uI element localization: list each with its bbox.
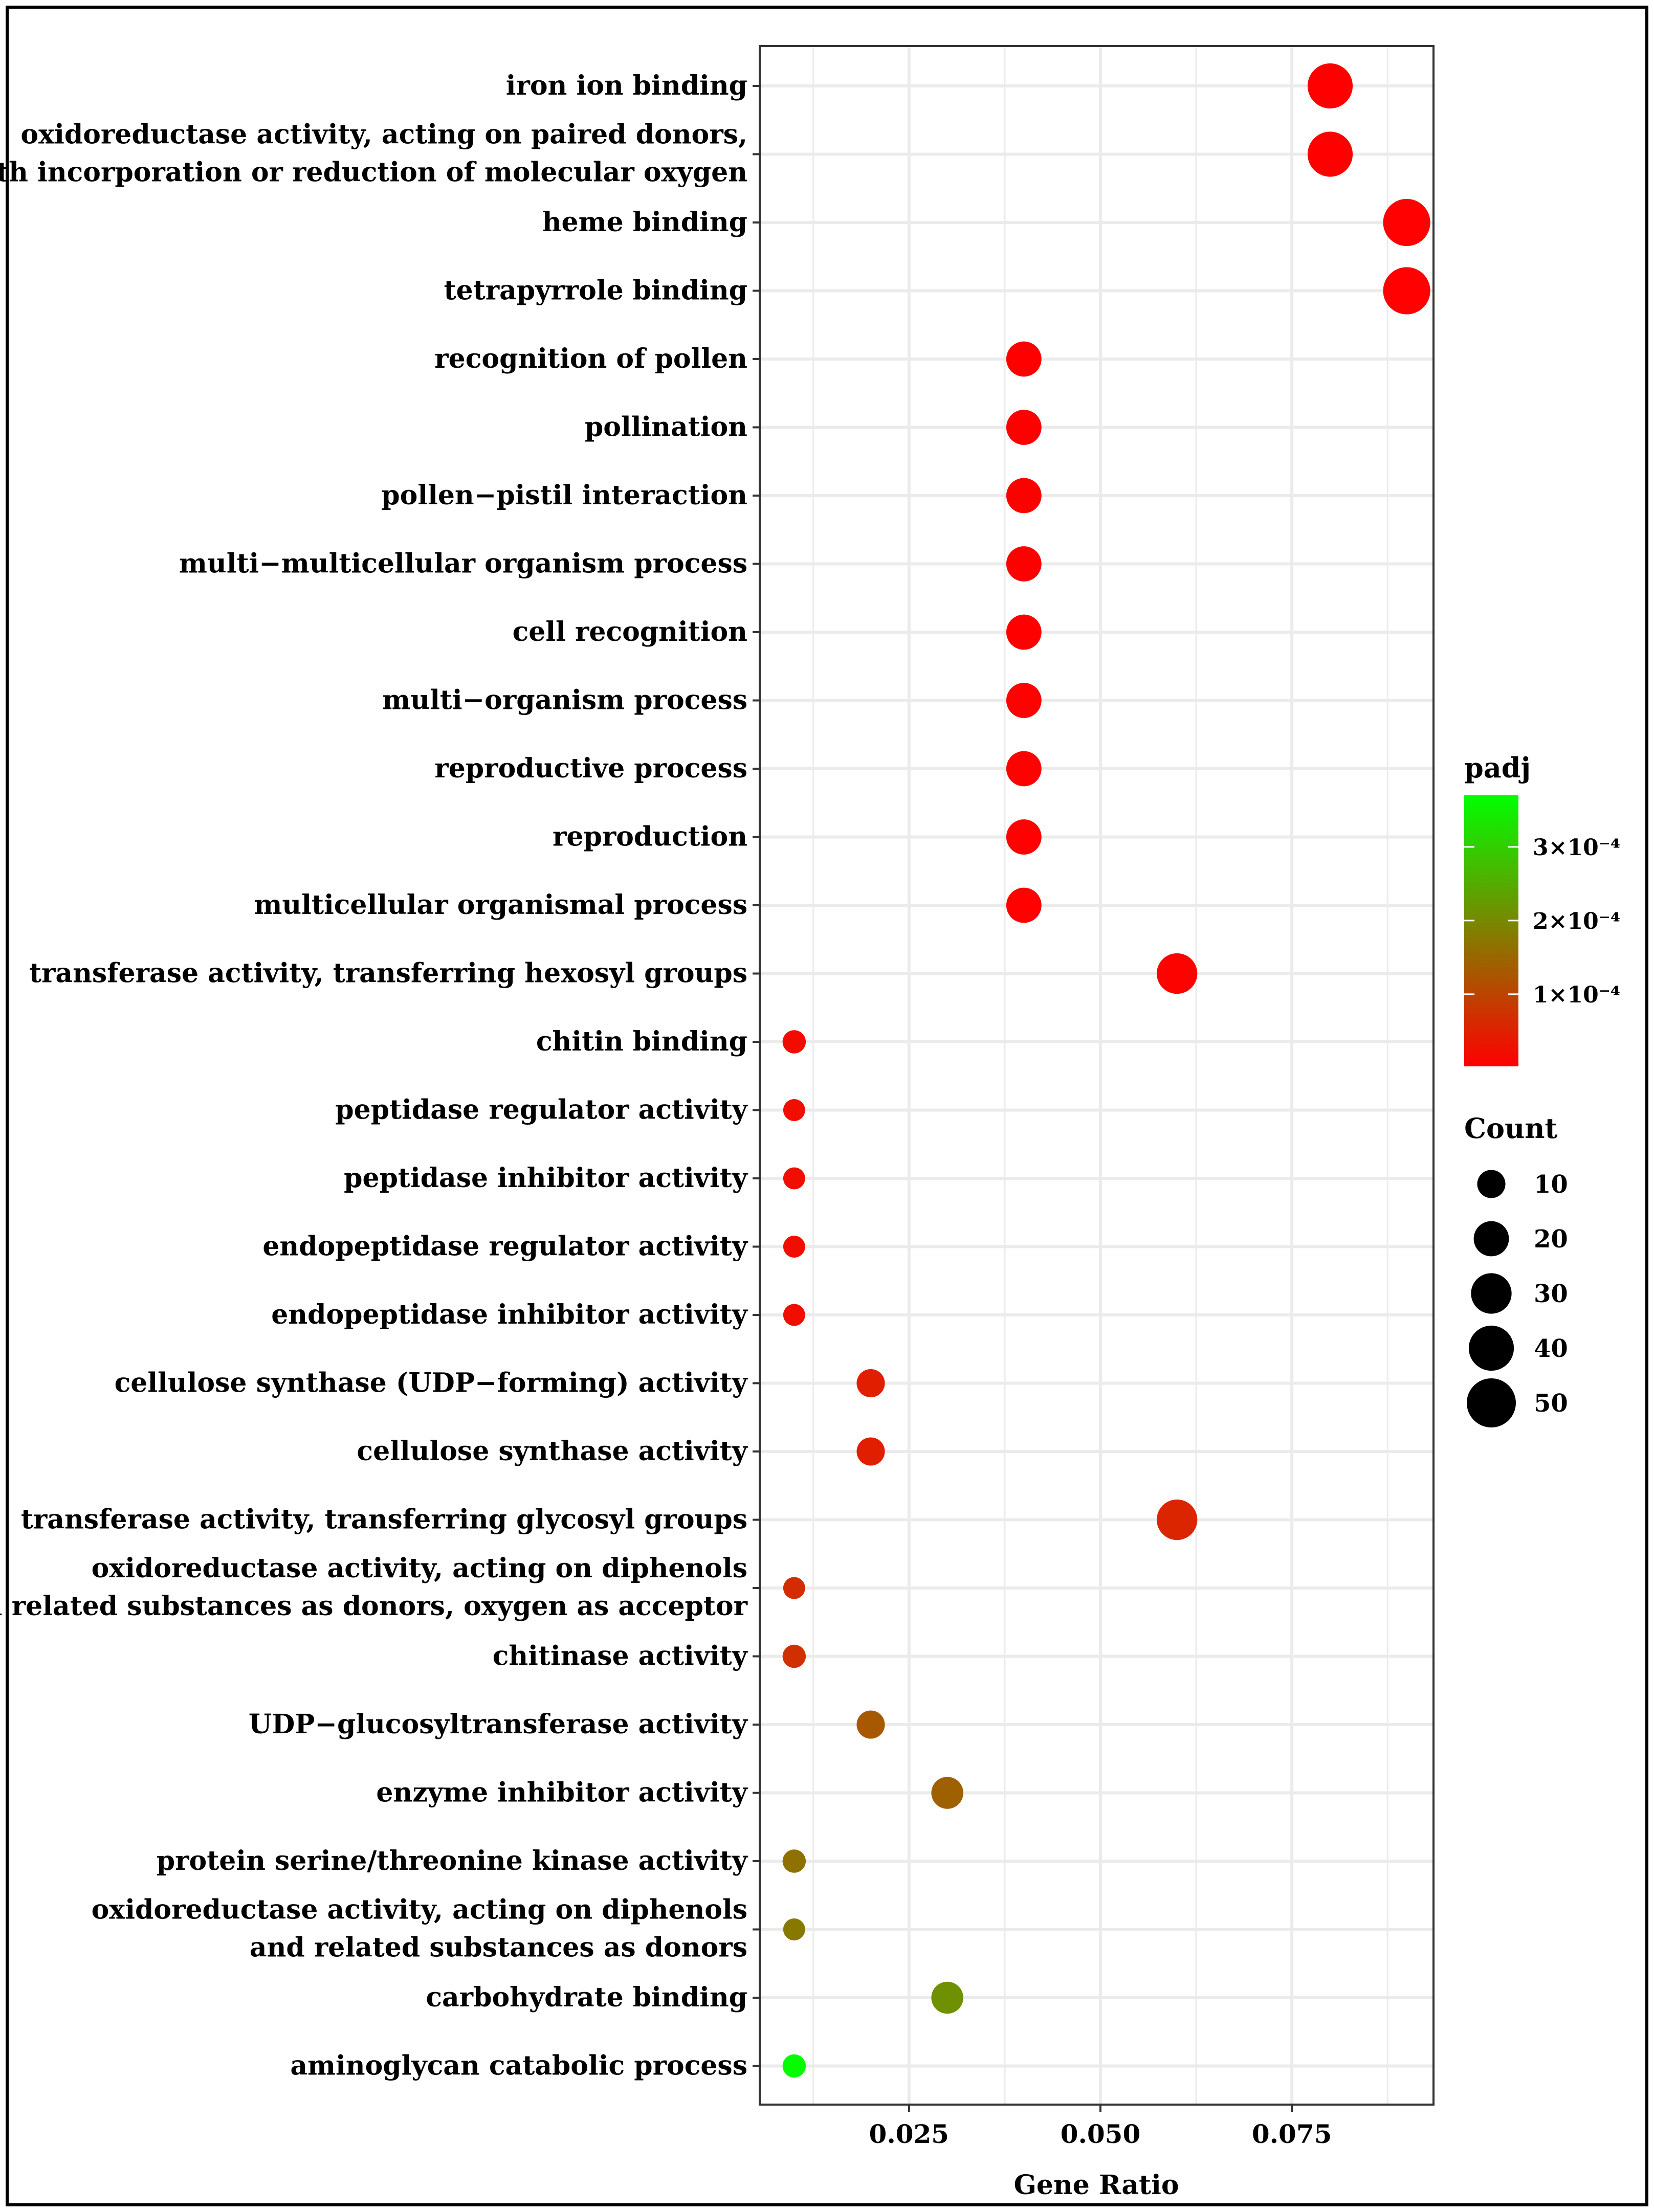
y-tick-label: with incorporation or reduction of molec…: [0, 157, 747, 188]
data-point: [856, 1369, 885, 1398]
y-tick-label: UDP−glucosyltransferase activity: [249, 1709, 748, 1740]
y-tick-label: oxidoreductase activity, acting on diphe…: [92, 1553, 747, 1584]
plot-panel-border: [759, 45, 1435, 2106]
y-tick-label: recognition of pollen: [434, 343, 747, 374]
x-tick-label: 0.025: [869, 2119, 950, 2149]
y-tick-label: multi−multicellular organism process: [179, 548, 747, 579]
y-tick-label: heme binding: [542, 207, 747, 238]
count-legend-dot: [1467, 1378, 1516, 1427]
data-point: [856, 1437, 885, 1466]
y-tick-label: oxidoreductase activity, acting on paire…: [20, 119, 747, 150]
y-tick-label: tetrapyrrole binding: [444, 275, 747, 306]
data-point: [782, 1849, 806, 1873]
count-legend-label: 30: [1534, 1280, 1568, 1308]
y-tick-label: iron ion binding: [506, 70, 747, 101]
x-tick-label: 0.050: [1061, 2119, 1141, 2149]
data-point: [1006, 341, 1042, 377]
data-point: [1006, 683, 1042, 718]
data-point: [931, 1777, 963, 1809]
y-tick-label: oxidoreductase activity, acting on diphe…: [92, 1894, 747, 1926]
data-point: [783, 1577, 805, 1599]
count-legend-label: 20: [1534, 1225, 1568, 1254]
data-point: [1156, 953, 1198, 994]
y-tick-label: protein serine/threonine kinase activity: [157, 1845, 748, 1876]
count-legend-dot: [1477, 1170, 1506, 1198]
y-tick-label: and related substances as donors: [250, 1932, 747, 1963]
count-legend-label: 50: [1534, 1389, 1568, 1418]
count-legend: Count 10 20 30 40 50: [1464, 1112, 1568, 1427]
count-legend-dot: [1471, 1273, 1512, 1314]
y-tick-label: transferase activity, transferring hexos…: [29, 958, 747, 989]
data-points: [782, 63, 1430, 2078]
data-point: [856, 1710, 885, 1739]
count-legend-items: 10 20 30 40 50: [1467, 1170, 1568, 1427]
data-point: [783, 1304, 805, 1326]
count-legend-dot: [1468, 1325, 1514, 1371]
y-tick-label: cellulose synthase activity: [357, 1436, 748, 1467]
y-tick-label: endopeptidase regulator activity: [262, 1231, 748, 1262]
y-tick-label: peptidase inhibitor activity: [344, 1163, 748, 1194]
y-tick-label: cell recognition: [513, 616, 747, 647]
data-point: [1383, 267, 1430, 315]
y-tick-label: peptidase regulator activity: [335, 1094, 748, 1126]
data-point: [1006, 751, 1042, 787]
data-point: [1307, 63, 1353, 109]
padj-legend-title: padj: [1464, 751, 1531, 784]
data-point: [1006, 887, 1042, 923]
padj-legend: padj 1×10⁻⁴ 2×10⁻⁴ 3×10⁻⁴: [1464, 751, 1620, 1066]
data-point: [1307, 131, 1353, 177]
data-point: [782, 2054, 806, 2078]
y-tick-label: reproduction: [553, 821, 747, 853]
data-point: [1006, 546, 1042, 582]
count-legend-title: Count: [1464, 1112, 1558, 1145]
count-legend-label: 10: [1534, 1170, 1568, 1199]
y-tick-label: multicellular organismal process: [254, 889, 747, 921]
data-point: [1006, 819, 1042, 855]
y-tick-label: reproductive process: [434, 753, 747, 784]
data-point: [1006, 410, 1042, 445]
y-tick-label: aminoglycan catabolic process: [290, 2050, 747, 2082]
y-tick-label: and related substances as donors, oxygen…: [0, 1591, 748, 1622]
y-tick-label: endopeptidase inhibitor activity: [271, 1299, 748, 1330]
x-tick-label: 0.075: [1252, 2119, 1332, 2149]
data-point: [783, 1918, 805, 1940]
y-tick-label: pollen−pistil interaction: [381, 480, 747, 511]
y-tick-label: chitinase activity: [493, 1641, 748, 1672]
data-point: [782, 1644, 806, 1668]
y-tick-label: transferase activity, transferring glyco…: [21, 1504, 747, 1535]
data-point: [1006, 614, 1042, 650]
y-tick-label: chitin binding: [536, 1026, 747, 1057]
data-point: [782, 1030, 806, 1054]
y-tick-label: pollination: [585, 412, 747, 443]
data-point: [1006, 478, 1042, 513]
y-tick-label: cellulose synthase (UDP−forming) activit…: [115, 1368, 748, 1399]
x-axis-title: Gene Ratio: [1013, 2170, 1179, 2201]
data-point: [1156, 1499, 1198, 1540]
data-point: [1383, 198, 1430, 247]
data-point: [783, 1167, 805, 1190]
data-point: [783, 1099, 805, 1121]
y-tick-label: enzyme inhibitor activity: [376, 1777, 748, 1808]
y-axis-labels: iron ion binding oxidoreductase activity,…: [0, 70, 760, 2082]
x-axis: 0.025 0.050 0.075: [869, 2105, 1332, 2149]
y-tick-label: multi−organism process: [382, 685, 747, 716]
y-tick-label: carbohydrate binding: [426, 1982, 747, 2013]
count-legend-label: 40: [1534, 1334, 1568, 1363]
data-point: [931, 1981, 963, 2014]
data-point: [783, 1236, 805, 1258]
grid-lines: [760, 46, 1434, 2105]
padj-colorbar: [1464, 795, 1518, 1066]
colorbar-tick-label: 1×10⁻⁴: [1533, 982, 1620, 1008]
colorbar-tick-label: 2×10⁻⁴: [1533, 908, 1620, 934]
count-legend-dot: [1473, 1221, 1509, 1257]
colorbar-tick-label: 3×10⁻⁴: [1533, 835, 1620, 861]
padj-colorbar-ticks: 1×10⁻⁴ 2×10⁻⁴ 3×10⁻⁴: [1464, 835, 1620, 1008]
plot-panel: [760, 46, 1434, 2105]
